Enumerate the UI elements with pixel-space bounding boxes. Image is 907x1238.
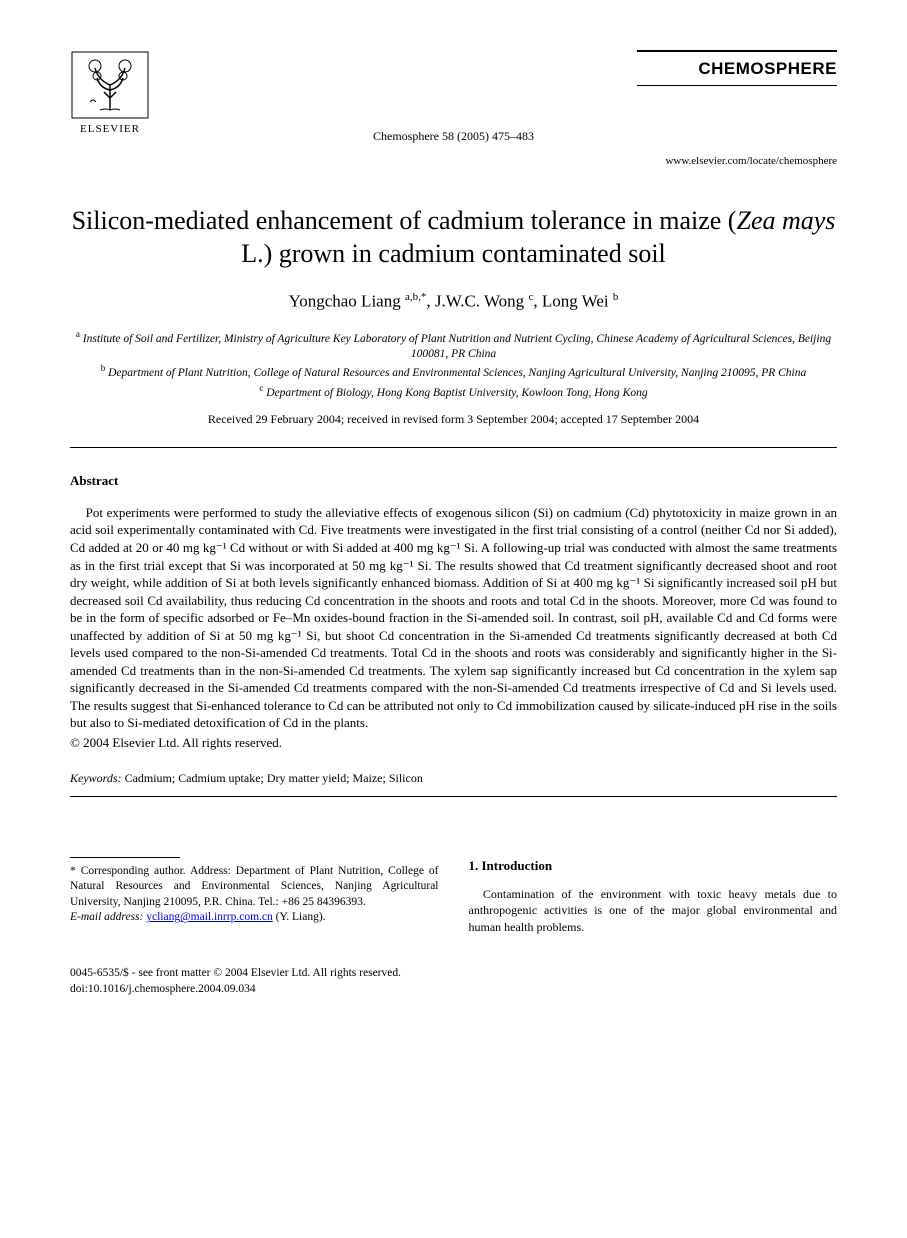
elsevier-logo: ELSEVIER <box>70 50 150 140</box>
affiliation-a: a Institute of Soil and Fertilizer, Mini… <box>70 328 837 363</box>
journal-name: CHEMOSPHERE <box>637 58 837 81</box>
title-italic: Zea mays <box>736 206 835 235</box>
article-title: Silicon-mediated enhancement of cadmium … <box>70 205 837 270</box>
rule-before-abstract <box>70 447 837 448</box>
affiliation-b: b Department of Plant Nutrition, College… <box>70 362 837 381</box>
journal-rule-bottom <box>637 85 837 86</box>
authors: Yongchao Liang a,b,*, J.W.C. Wong c, Lon… <box>70 290 837 314</box>
email-link[interactable]: ycliang@mail.inrrp.com.cn <box>146 911 273 923</box>
affiliation-c: c Department of Biology, Hong Kong Bapti… <box>70 382 837 401</box>
introduction-heading: 1. Introduction <box>469 857 838 875</box>
rule-after-keywords <box>70 796 837 797</box>
left-column: * Corresponding author. Address: Departm… <box>70 857 439 935</box>
email-footnote: E-mail address: ycliang@mail.inrrp.com.c… <box>70 910 439 926</box>
keywords-label: Keywords: <box>70 771 122 785</box>
footnote-rule <box>70 857 180 858</box>
elsevier-tree-icon <box>70 50 150 120</box>
two-column-footer: * Corresponding author. Address: Departm… <box>70 857 837 935</box>
keywords: Keywords: Cadmium; Cadmium uptake; Dry m… <box>70 770 837 786</box>
affiliation-a-text: Institute of Soil and Fertilizer, Minist… <box>83 332 831 360</box>
abstract-heading: Abstract <box>70 472 837 490</box>
bottom-meta: 0045-6535/$ - see front matter © 2004 El… <box>70 965 837 997</box>
corresponding-footnote: * Corresponding author. Address: Departm… <box>70 864 439 911</box>
affiliations: a Institute of Soil and Fertilizer, Mini… <box>70 328 837 402</box>
journal-logo-box: CHEMOSPHERE <box>637 50 837 86</box>
article-dates: Received 29 February 2004; received in r… <box>70 411 837 427</box>
keywords-text: Cadmium; Cadmium uptake; Dry matter yiel… <box>122 771 423 785</box>
abstract-text: Pot experiments were performed to study … <box>70 504 837 732</box>
front-matter: 0045-6535/$ - see front matter © 2004 El… <box>70 965 837 981</box>
affiliation-c-text: Department of Biology, Hong Kong Baptist… <box>266 387 647 399</box>
elsevier-name: ELSEVIER <box>80 122 140 137</box>
locate-url[interactable]: www.elsevier.com/locate/chemosphere <box>70 154 837 169</box>
title-pre: Silicon-mediated enhancement of cadmium … <box>72 206 737 235</box>
header-row: ELSEVIER CHEMOSPHERE <box>70 50 837 140</box>
affiliation-b-text: Department of Plant Nutrition, College o… <box>108 367 806 379</box>
title-post: L.) grown in cadmium contaminated soil <box>241 239 666 268</box>
copyright: © 2004 Elsevier Ltd. All rights reserved… <box>70 734 837 752</box>
email-label: E-mail address: <box>70 911 143 923</box>
citation: Chemosphere 58 (2005) 475–483 <box>70 128 837 144</box>
right-column: 1. Introduction Contamination of the env… <box>469 857 838 935</box>
journal-rule-top <box>637 50 837 52</box>
doi: doi:10.1016/j.chemosphere.2004.09.034 <box>70 981 837 997</box>
introduction-text: Contamination of the environment with to… <box>469 886 838 935</box>
email-suffix: (Y. Liang). <box>273 911 326 923</box>
